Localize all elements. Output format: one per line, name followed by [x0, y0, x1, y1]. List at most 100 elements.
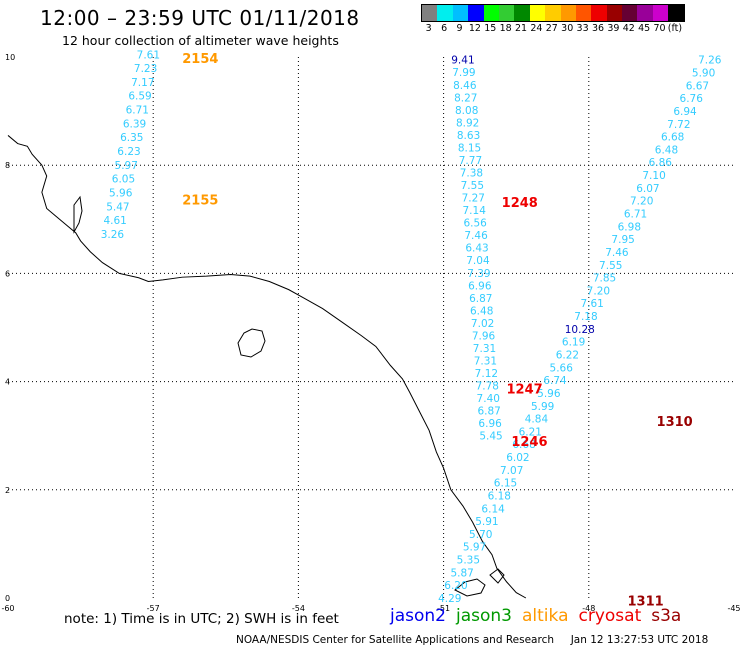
- wave-height-value: 5.96: [537, 388, 561, 400]
- legend-label: 30: [561, 23, 574, 34]
- color-scale-legend: 3 6 9 12 15 18 21 24 27 30 33 36 39 42 45 70 (ft): [421, 4, 685, 34]
- wave-height-value: 5.47: [106, 201, 129, 213]
- legend-label: 18: [499, 23, 512, 34]
- wave-height-value: 7.20: [587, 285, 610, 297]
- wave-height-value: 7.38: [460, 168, 483, 180]
- wave-height-value: 6.43: [465, 243, 488, 255]
- legend-swatch: [575, 5, 592, 21]
- legend-swatch: [652, 5, 669, 21]
- wave-height-value: 6.87: [469, 293, 492, 305]
- wave-height-value: 5.66: [550, 362, 574, 374]
- credit-text: NOAA/NESDIS Center for Satellite Applica…: [236, 634, 554, 646]
- legend-label: 12: [468, 23, 481, 34]
- pass-time-label: 1246: [511, 435, 547, 450]
- wave-height-value: 5.35: [457, 555, 480, 567]
- wave-height-value: 6.74: [543, 375, 567, 387]
- wave-height-value: 6.23: [117, 146, 140, 158]
- legend-swatch: [606, 5, 623, 21]
- wave-height-value: 7.46: [464, 230, 488, 242]
- legend-label: 3: [425, 23, 432, 34]
- legend-swatch: [437, 5, 453, 21]
- legend-label: 15: [484, 23, 497, 34]
- pass-time-label: 1310: [657, 415, 693, 430]
- satellite-cryosat: cryosat: [578, 606, 642, 626]
- wave-height-value: 6.71: [126, 105, 149, 117]
- legend-labels: 3 6 9 12 15 18 21 24 27 30 33 36 39 42 45 70 (ft): [421, 23, 685, 34]
- legend-swatch: [483, 5, 499, 21]
- lat-tick-label: 2: [5, 486, 10, 495]
- wave-height-value: 7.61: [580, 298, 603, 310]
- wave-height-value: 6.68: [512, 439, 535, 451]
- wave-height-value: 6.76: [680, 93, 704, 105]
- legend-label: 9: [456, 23, 463, 34]
- wave-height-value: 7.18: [574, 311, 597, 323]
- pass-time-label: 1247: [507, 383, 543, 398]
- wave-height-value: 7.27: [462, 193, 485, 205]
- satellite-s3a: s3a: [651, 606, 682, 626]
- wave-height-value: 5.97: [463, 542, 486, 554]
- wave-height-value: 6.86: [649, 157, 673, 169]
- lat-tick-label: 0: [5, 594, 10, 603]
- chart-subtitle: 12 hour collection of altimeter wave hei…: [62, 33, 339, 48]
- lon-tick-label: -57: [147, 604, 160, 613]
- wave-height-value: 8.63: [457, 130, 480, 142]
- satellite-jason3: jason3: [456, 606, 512, 626]
- wave-height-value: 7.40: [477, 393, 500, 405]
- wave-height-value: 7.23: [134, 63, 157, 75]
- wave-height-value: 5.45: [479, 431, 502, 443]
- wave-height-value: 5.87: [450, 567, 473, 579]
- timestamp-text: Jan 12 13:27:53 UTC 2018: [570, 634, 709, 646]
- legend-label: 70: [653, 23, 666, 34]
- lon-tick-label: -45: [727, 604, 740, 613]
- wave-height-value: 6.20: [444, 580, 467, 592]
- lon-tick-label: -54: [292, 604, 305, 613]
- wave-height-value: 8.15: [458, 142, 481, 154]
- wave-height-value: 5.70: [469, 529, 492, 541]
- wave-height-value: 7.61: [137, 49, 160, 61]
- wave-height-value: 6.22: [556, 349, 579, 361]
- wave-height-value: 4.84: [525, 414, 549, 426]
- wave-height-value: 6.59: [128, 91, 151, 103]
- legend-swatch: [514, 5, 530, 21]
- wave-height-value: 7.85: [593, 273, 616, 285]
- wave-height-value: 7.99: [452, 67, 475, 79]
- legend-label: (ft): [667, 23, 683, 34]
- wave-height-value: 7.96: [472, 330, 496, 342]
- pass-time-label: 1311: [628, 595, 664, 610]
- pass-time-label: 2154: [182, 52, 218, 67]
- wave-height-value: 7.95: [611, 234, 634, 246]
- legend-label: 33: [576, 23, 589, 34]
- wave-height-value: 7.10: [642, 170, 665, 182]
- wave-height-value: 7.07: [500, 465, 523, 477]
- satellite-jason2: jason2: [390, 606, 446, 626]
- wave-height-value: 6.87: [477, 406, 500, 418]
- wave-height-value: 7.26: [698, 55, 722, 67]
- legend-swatch: [529, 5, 546, 21]
- legend-swatch: [637, 5, 653, 21]
- lat-tick-label: 10: [5, 53, 15, 62]
- wave-height-value: 8.27: [454, 92, 477, 104]
- wave-height-value: 5.96: [109, 187, 133, 199]
- wave-height-value: 7.20: [630, 196, 653, 208]
- legend-swatch: [422, 5, 438, 21]
- altimeter-tracks: 7.617.237.176.596.716.396.356.235.976.05…: [101, 49, 722, 605]
- wave-height-value: 8.92: [456, 117, 479, 129]
- footer-credit: NOAA/NESDIS Center for Satellite Applica…: [236, 634, 708, 646]
- legend-swatch: [468, 5, 484, 21]
- wave-height-value: 4.61: [103, 215, 126, 227]
- lon-tick-label: -48: [582, 604, 595, 613]
- wave-height-value: 6.67: [686, 80, 709, 92]
- wave-height-value: 8.08: [455, 105, 478, 117]
- legend-label: 36: [591, 23, 605, 34]
- delta-island: [454, 568, 505, 597]
- wave-height-value: 6.68: [661, 132, 684, 144]
- footnote: note: 1) Time is in UTC; 2) SWH is in fe…: [64, 611, 339, 627]
- wave-height-value: 6.98: [618, 221, 641, 233]
- wave-height-value: 6.14: [481, 503, 505, 515]
- wave-height-value: 6.35: [120, 132, 143, 144]
- wave-height-value: 9.41: [451, 55, 474, 67]
- river-island: [73, 195, 83, 234]
- wave-height-value: 6.56: [463, 218, 487, 230]
- legend-swatch: [560, 5, 576, 21]
